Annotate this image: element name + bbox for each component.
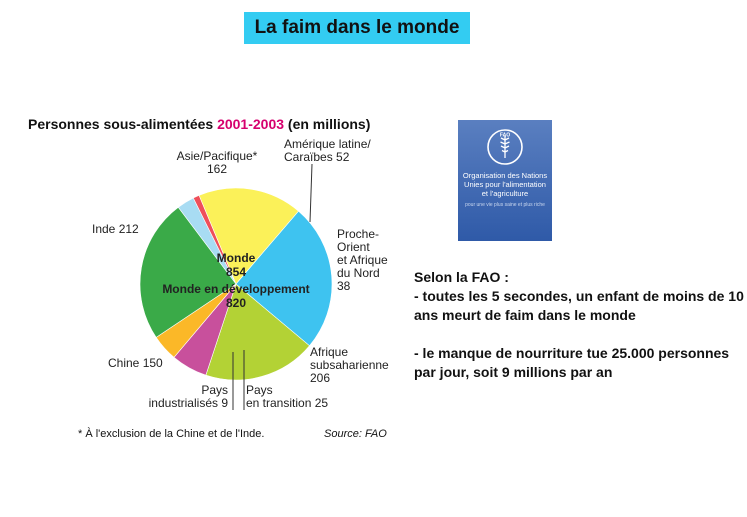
slice-label-line: Caraïbes 52 [284, 150, 350, 164]
center-world-value: 854 [226, 265, 246, 279]
fao-org-name: Organisation des Nations Unies pour l'al… [462, 171, 548, 198]
pie-slice-7 [235, 210, 333, 347]
slice-label-2: Proche-Orient et Afrique du Nord 38 [337, 227, 388, 293]
slice-label-line: Pays [201, 383, 228, 397]
slice-label-line: en transition 25 [246, 396, 328, 410]
center-developing-value: 820 [226, 296, 246, 310]
leader-lines [232, 163, 313, 410]
slide-title: La faim dans le monde [244, 12, 470, 44]
slice-label-line: 206 [310, 371, 330, 385]
leader-line-1 [309, 163, 313, 223]
fao-emblem-icon: FAO [487, 129, 523, 165]
slice-label-5: Pays industrialisés 9 [149, 383, 229, 410]
facts-line-2: - le manque de nourriture tue 25.000 per… [414, 345, 730, 380]
slice-label-line: Chine 150 [108, 356, 163, 370]
slice-label-line: 162 [207, 162, 227, 176]
slice-label-4: Pays en transition 25 [246, 383, 328, 410]
slice-label-line: 38 [337, 279, 351, 293]
slice-label-line: Amérique latine/ [284, 137, 371, 151]
chart-title-years: 2001-2003 [217, 116, 285, 132]
slice-label-line: Inde 212 [92, 222, 139, 236]
slice-label-1: Amérique latine/Caraïbes 52 [284, 137, 371, 164]
pie-slice-0 [205, 283, 310, 381]
slice-label-line: Afrique [310, 345, 348, 359]
pie-center-labels: Monde 854 Monde en développement 820 [162, 251, 309, 310]
slice-label-line: du Nord [337, 266, 380, 280]
pie-slice-3 [139, 206, 237, 338]
pie-slices [139, 187, 333, 381]
pie-slice-6 [198, 187, 299, 285]
facts-line-1: - toutes les 5 secondes, un enfant de mo… [414, 288, 744, 323]
fao-facts: Selon la FAO : - toutes les 5 secondes, … [414, 268, 744, 382]
slice-label-line: et Afrique [337, 253, 388, 267]
facts-heading: Selon la FAO : [414, 269, 509, 285]
chart-title: Personnes sous-alimentées 2001-2003 (en … [28, 116, 370, 132]
slide-title-text: La faim dans le monde [254, 17, 460, 38]
slice-label-0: Asie/Pacifique* 162 [177, 149, 258, 176]
chart-title-suffix: (en millions) [284, 116, 371, 132]
chart-source: Source: FAO [324, 428, 387, 440]
slice-label-7: Inde 212 [92, 222, 139, 236]
slice-label-line: subsaharienne [310, 358, 389, 372]
slice-labels: Asie/Pacifique* 162 Amérique latine/Caraïb… [92, 137, 389, 410]
slice-label-line: Asie/Pacifique* [177, 149, 258, 163]
slice-label-line: Proche- [337, 227, 379, 241]
center-developing-label: Monde en développement [162, 282, 309, 296]
slice-label-line: industrialisés 9 [149, 396, 229, 410]
slice-label-line: Orient [337, 240, 370, 254]
slice-label-line: Pays [246, 383, 273, 397]
fao-logo-text: FAO [500, 133, 510, 139]
fao-motto: pour une vie plus saine et plus riche [465, 202, 545, 208]
fao-logo: FAO Organisation des Nations Unies pour … [458, 120, 552, 241]
slice-label-6: Chine 150 [108, 356, 163, 370]
center-world-label: Monde [217, 251, 256, 265]
slice-label-3: Afrique subsaharienne 206 [310, 345, 389, 385]
chart-title-prefix: Personnes sous-alimentées [28, 116, 218, 132]
chart-footnote: * À l'exclusion de la Chine et de l'Inde… [78, 428, 265, 440]
